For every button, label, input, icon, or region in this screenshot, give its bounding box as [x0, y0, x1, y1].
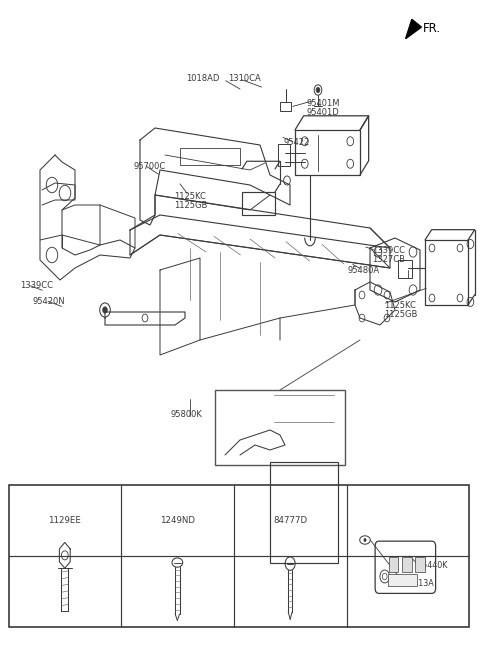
Bar — [398, 260, 412, 278]
Bar — [270, 462, 338, 562]
Text: 84777D: 84777D — [273, 516, 307, 525]
Text: 1339CC: 1339CC — [372, 246, 405, 255]
Text: 1018AD: 1018AD — [186, 74, 220, 83]
Bar — [280, 102, 291, 112]
Bar — [180, 148, 240, 165]
Text: 95401M: 95401M — [306, 99, 340, 108]
Circle shape — [103, 307, 108, 313]
Text: 1125GB: 1125GB — [174, 201, 207, 210]
Text: 1339CC: 1339CC — [20, 281, 53, 290]
Text: 95800K: 95800K — [170, 410, 202, 419]
Text: 1129EE: 1129EE — [48, 516, 81, 525]
Polygon shape — [406, 19, 421, 39]
Text: 95422: 95422 — [283, 138, 310, 147]
Bar — [9, 485, 469, 627]
Text: 1327CB: 1327CB — [372, 255, 405, 264]
Text: 95700C: 95700C — [133, 162, 166, 171]
Bar — [242, 192, 275, 215]
Bar — [415, 557, 425, 572]
Text: 95401D: 95401D — [306, 108, 339, 117]
Bar — [402, 557, 412, 572]
Bar — [295, 130, 360, 175]
Text: 1125KC: 1125KC — [384, 301, 416, 310]
Text: 1125GB: 1125GB — [384, 310, 418, 319]
Text: 1249ND: 1249ND — [160, 516, 195, 525]
Text: 95480A: 95480A — [348, 266, 380, 275]
Circle shape — [316, 88, 320, 93]
Circle shape — [363, 538, 366, 542]
Bar — [215, 390, 345, 465]
Text: FR.: FR. — [422, 22, 441, 35]
Text: 1125KC: 1125KC — [174, 192, 205, 201]
Text: 1310CA: 1310CA — [228, 74, 261, 83]
Text: 95413A: 95413A — [403, 579, 434, 588]
Bar — [388, 575, 417, 586]
Text: 95440K: 95440K — [418, 561, 448, 570]
Bar — [278, 143, 290, 166]
Text: 95420N: 95420N — [33, 297, 65, 306]
Bar — [389, 557, 398, 572]
